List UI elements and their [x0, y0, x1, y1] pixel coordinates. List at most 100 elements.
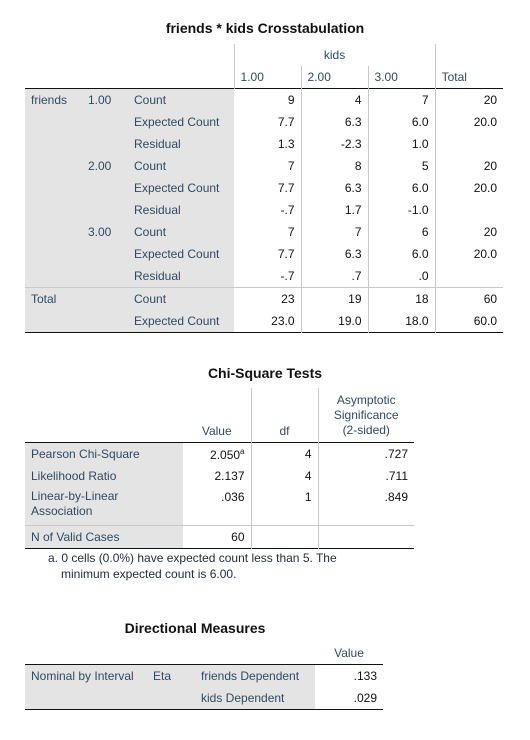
cell: 6.3: [300, 177, 369, 199]
total-row-label: Total: [25, 287, 128, 333]
measure-name: Eta: [147, 664, 195, 710]
test-df: [250, 525, 318, 549]
test-label: Pearson Chi-Square: [25, 442, 183, 465]
cell: -.7: [234, 199, 302, 221]
cell: 6.0: [367, 243, 436, 265]
cell: 4: [300, 88, 369, 111]
stat-label: Residual: [128, 265, 235, 288]
measure-value: .133: [315, 664, 383, 687]
total-col-header: Total: [434, 44, 504, 89]
sig-header-line: Asymptotic: [336, 393, 396, 407]
col-header: 2.00: [300, 66, 369, 89]
stat-label: Count: [128, 287, 235, 310]
dependent-label: kids Dependent: [195, 687, 315, 710]
value-header: Value: [315, 642, 383, 665]
stat-label: Residual: [128, 199, 235, 221]
cell-total: 20.0: [434, 243, 504, 265]
test-value: 2.137: [183, 465, 251, 487]
test-value: .036: [183, 487, 251, 526]
cell: 9: [234, 88, 302, 111]
cell: 8: [300, 155, 369, 177]
cell: -2.3: [300, 133, 369, 155]
cell: 6.0: [367, 111, 436, 133]
cell-total: 20.0: [434, 111, 504, 133]
cell: 7: [234, 155, 302, 177]
cell-total: [434, 133, 504, 155]
test-df: 4: [250, 465, 318, 487]
cell: 7: [300, 221, 369, 243]
measure-value: .029: [315, 687, 383, 710]
dependent-label: friends Dependent: [195, 664, 315, 687]
cell: 23: [234, 287, 302, 310]
test-label: Linear-by-Linear Association: [25, 487, 183, 526]
sig-header-line: Significance: [333, 408, 399, 422]
col-header: 3.00: [367, 66, 436, 89]
test-label: N of Valid Cases: [25, 525, 183, 549]
test-value: 60: [183, 525, 251, 549]
chisq-footnote: a. 0 cells (0.0%) have expected count le…: [48, 550, 388, 582]
cell-total: 20: [434, 88, 504, 111]
cell-total: 20.0: [434, 177, 504, 199]
cell-total: [434, 199, 504, 221]
cell: 1.7: [300, 199, 369, 221]
test-label-line: Association: [31, 504, 93, 518]
test-sig: .727: [317, 442, 414, 465]
row-level: 3.00: [82, 221, 128, 288]
col-var-label: kids: [233, 44, 436, 66]
sig-header: Asymptotic Significance (2-sided): [317, 388, 414, 443]
cell-total: 60: [434, 287, 504, 310]
test-sig: .849: [317, 487, 414, 526]
cell: 7.7: [234, 111, 302, 133]
footnote-marker: a: [240, 446, 245, 456]
footnote-line: minimum expected count is 6.00.: [61, 567, 237, 581]
cell: -.7: [234, 265, 302, 288]
sig-header-line: (2-sided): [342, 423, 390, 437]
cell: 5: [367, 155, 436, 177]
chisq-title: Chi-Square Tests: [207, 365, 323, 381]
cell: 1.3: [234, 133, 302, 155]
cell: 18: [367, 287, 436, 310]
cell: 6.3: [300, 243, 369, 265]
cell-total: 60.0: [434, 310, 504, 333]
cell: .7: [300, 265, 369, 288]
cell: 18.0: [367, 310, 436, 333]
stat-label: Count: [128, 88, 235, 111]
cell: .0: [367, 265, 436, 288]
cell: 7.7: [234, 243, 302, 265]
stat-label: Count: [128, 221, 235, 243]
stat-label: Expected Count: [128, 111, 235, 133]
stat-label: Expected Count: [128, 243, 235, 265]
cell: -1.0: [367, 199, 436, 221]
cell-total: 20: [434, 221, 504, 243]
cell: 6.3: [300, 111, 369, 133]
footnote-line: a. 0 cells (0.0%) have expected count le…: [48, 551, 337, 565]
cell: 19.0: [300, 310, 369, 333]
cell: 7: [234, 221, 302, 243]
stat-label: Residual: [128, 133, 235, 155]
test-df: 4: [250, 442, 318, 465]
test-sig: [317, 525, 414, 549]
test-value: 2.050a: [183, 442, 251, 465]
col-header: 1.00: [233, 66, 302, 89]
cell: 6: [367, 221, 436, 243]
row-level: 2.00: [82, 155, 128, 221]
stat-label: Expected Count: [128, 177, 235, 199]
test-label: Likelihood Ratio: [25, 465, 183, 487]
cell-total: [434, 265, 504, 288]
cell: 19: [300, 287, 369, 310]
cell: 23.0: [234, 310, 302, 333]
row-level: 1.00: [82, 88, 128, 155]
directional-table: Value Nominal by Interval Eta friends De…: [25, 642, 383, 710]
test-sig: .711: [317, 465, 414, 487]
value-header: Value: [183, 388, 251, 443]
stat-label: Expected Count: [128, 310, 235, 333]
cell: 7: [367, 88, 436, 111]
df-header: df: [250, 388, 318, 443]
cell: 1.0: [367, 133, 436, 155]
cell: 6.0: [367, 177, 436, 199]
test-label-line: Linear-by-Linear: [31, 489, 119, 503]
chisq-table: Value df Asymptotic Significance (2-side…: [25, 388, 414, 549]
test-df: 1: [250, 487, 318, 526]
row-var-label: friends: [25, 88, 82, 288]
directional-title: Directional Measures: [124, 620, 266, 636]
